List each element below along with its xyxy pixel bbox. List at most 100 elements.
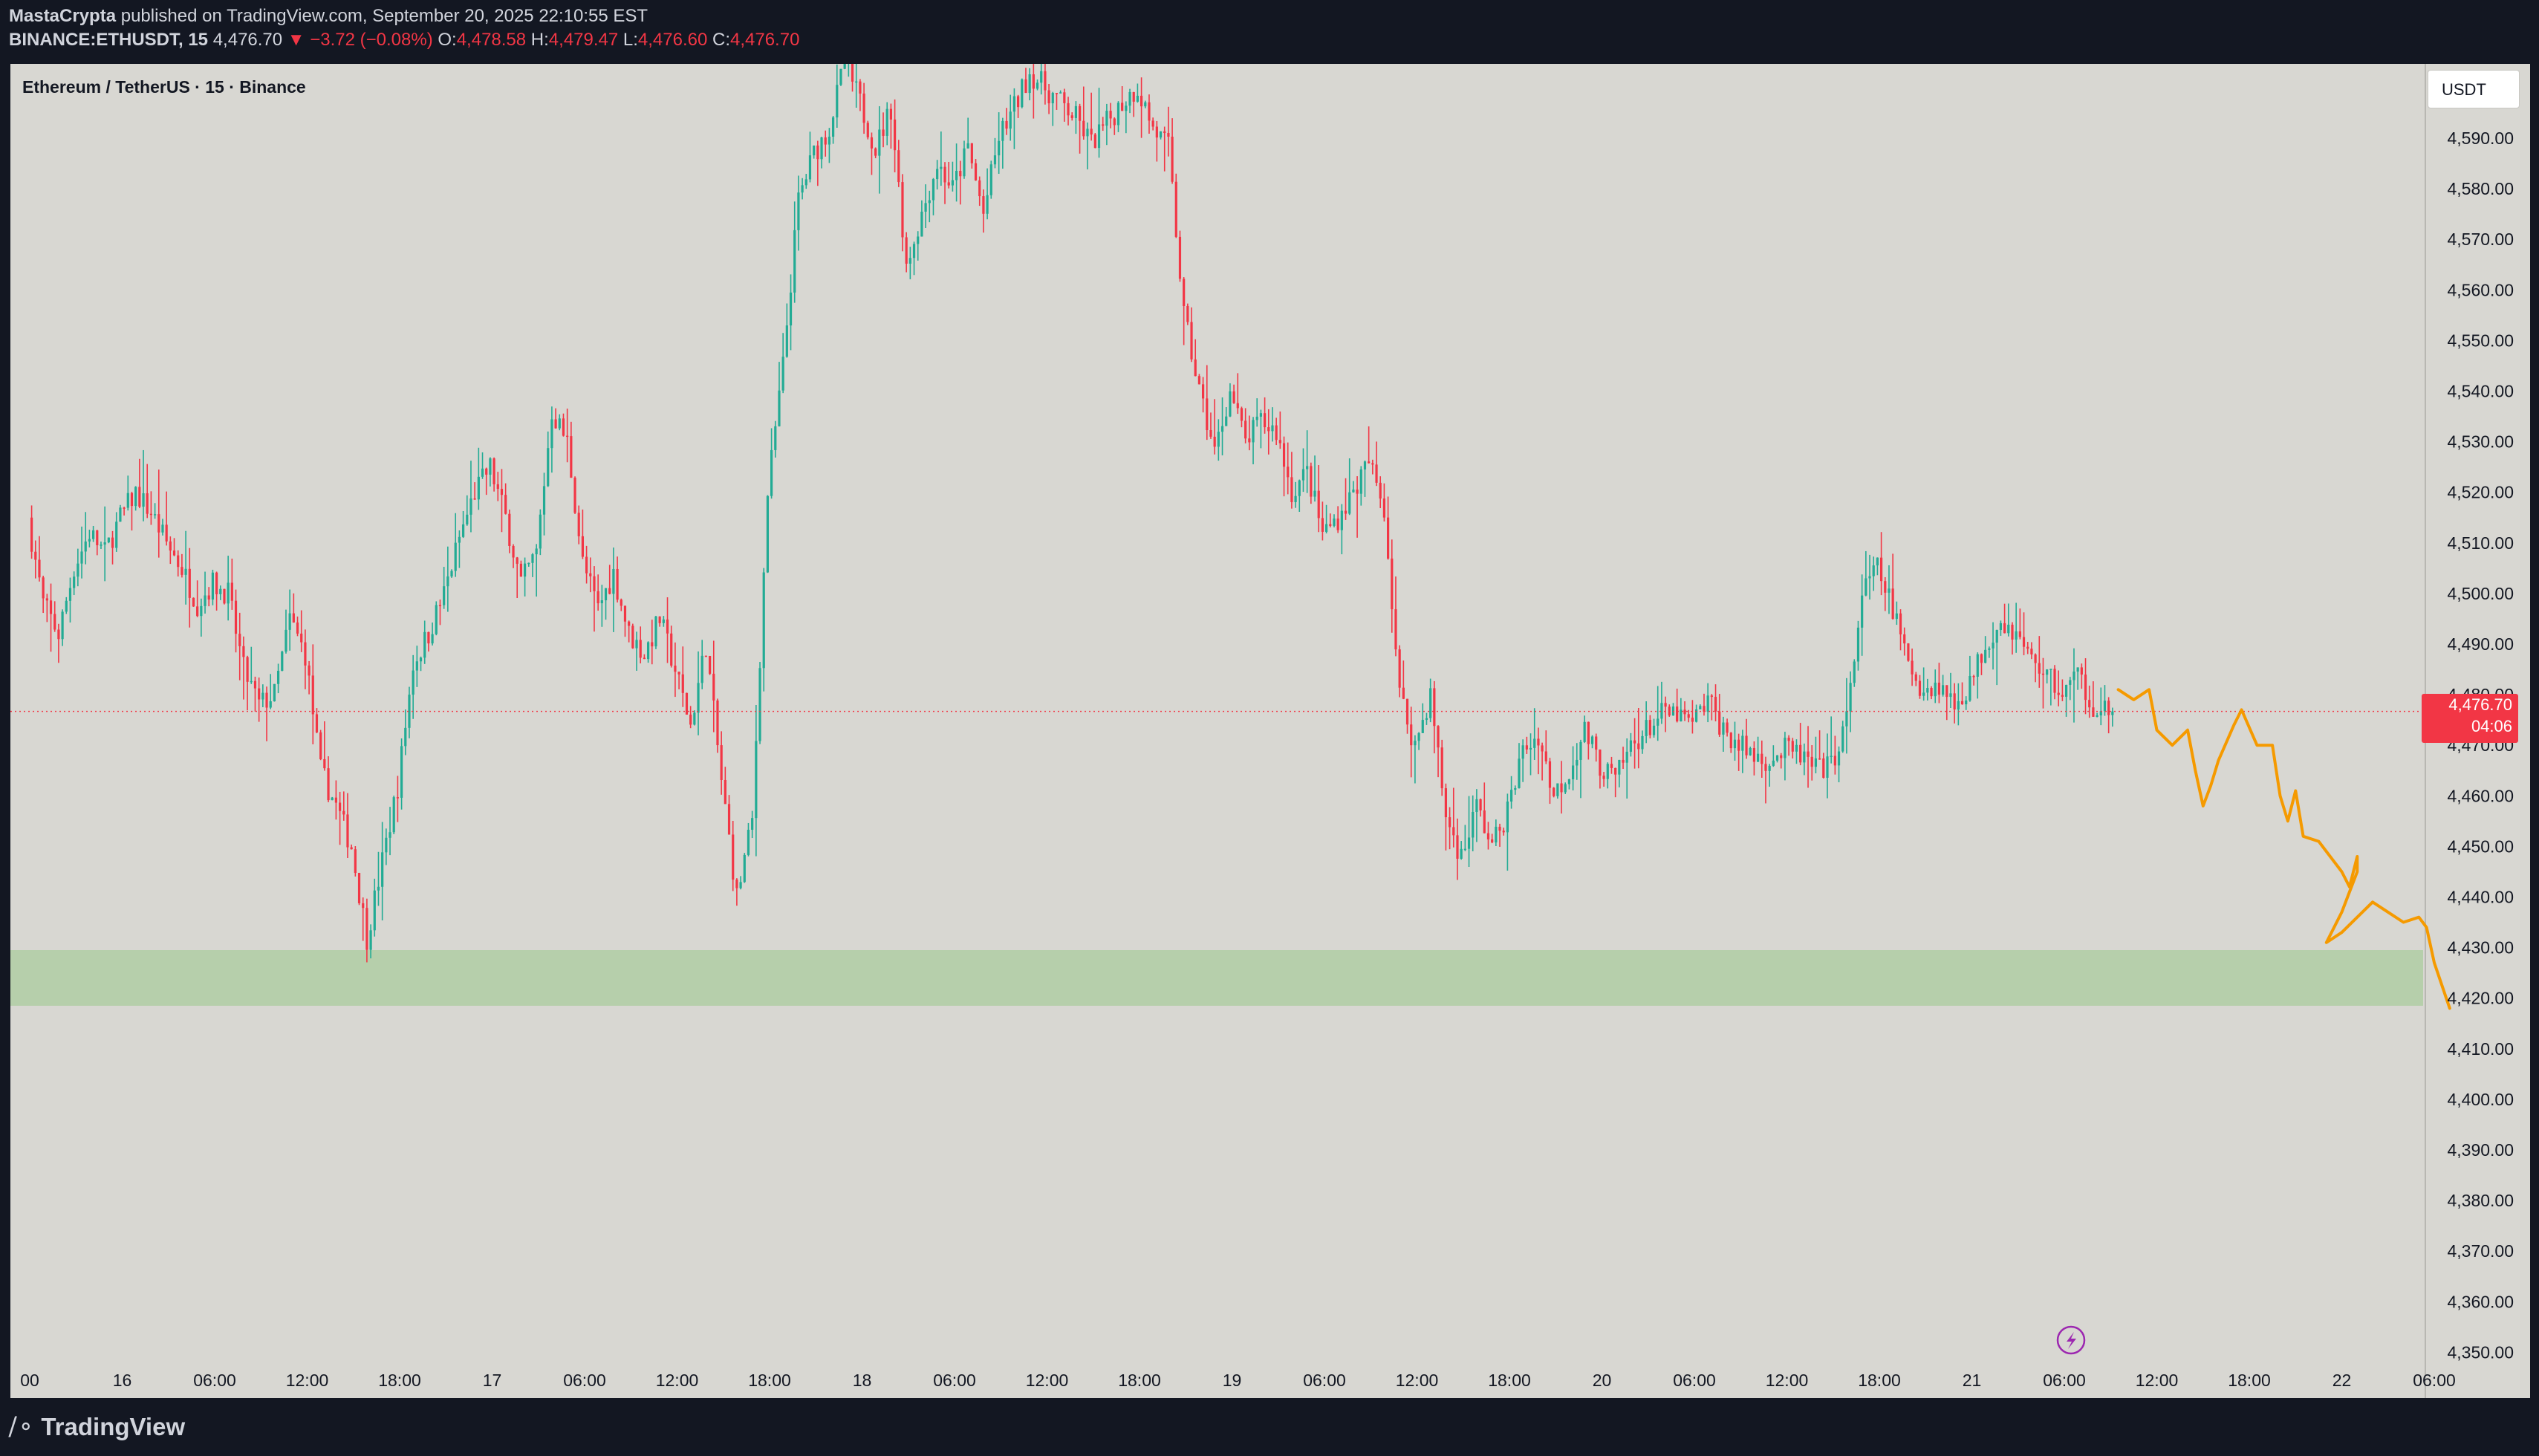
candle-body (1148, 102, 1151, 121)
candle-body (80, 551, 83, 564)
candle-body (1509, 790, 1513, 802)
author-name[interactable]: MastaCrypta (9, 6, 117, 26)
x-tick-label: 18:00 (1858, 1371, 1901, 1390)
candle-body (1888, 588, 1891, 593)
candle-body (123, 507, 126, 509)
candle-body (1248, 438, 1251, 443)
candle-body (539, 514, 542, 549)
candle-body (258, 688, 261, 700)
candle-body (755, 741, 758, 819)
candle-body (566, 435, 569, 438)
candle-body (2076, 667, 2079, 672)
candle-body (1352, 490, 1355, 493)
candle-body (1491, 839, 1494, 843)
candle-body (1680, 709, 1683, 722)
candle-body (1533, 738, 1536, 748)
lightning-icon[interactable] (2056, 1325, 2086, 1355)
candle-body (327, 768, 330, 801)
x-tick-label: 12:00 (1026, 1371, 1069, 1390)
candle-body (970, 143, 973, 163)
candle-body (2053, 669, 2056, 693)
candle-body (2007, 624, 2010, 634)
chart-title: Ethereum / TetherUS · 15 · Binance (22, 77, 306, 97)
candle-body (1795, 744, 1798, 752)
candle-body (288, 613, 291, 630)
candle-body (677, 672, 680, 675)
candle-body (1414, 741, 1417, 746)
candle-body (851, 64, 854, 82)
candle-body (651, 642, 654, 647)
candle-body (157, 514, 160, 533)
candle-body (1853, 661, 1856, 683)
candle-body (531, 554, 534, 563)
candle-body (681, 674, 684, 693)
candle-body (1687, 714, 1690, 718)
candle-body (616, 568, 619, 600)
candle-body (704, 655, 708, 657)
candle-body (2092, 707, 2095, 717)
y-tick-label: 4,380.00 (2447, 1191, 2514, 1210)
candle-body (697, 683, 700, 713)
candle-body (419, 657, 423, 662)
candle-body (628, 621, 631, 626)
candle-body (1206, 398, 1209, 431)
candle-body (1479, 799, 1482, 810)
x-tick-label: 12:00 (656, 1371, 699, 1390)
candle-body (562, 418, 565, 436)
candle-body (1429, 688, 1432, 718)
candle-body (1576, 759, 1579, 766)
candle-body (936, 169, 939, 180)
candle-body (1884, 581, 1887, 593)
candle-body (250, 680, 253, 683)
x-tick-label: 20 (1593, 1371, 1612, 1390)
candle-body (385, 837, 388, 853)
candle-body (1676, 706, 1679, 722)
candle-body (1472, 812, 1475, 838)
x-tick-label: 18:00 (378, 1371, 421, 1390)
candle-body (589, 573, 592, 576)
candle-body (1267, 427, 1270, 432)
candle-body (91, 530, 95, 539)
candle-body (1252, 420, 1255, 443)
x-tick-label: 16 (113, 1371, 132, 1390)
candle-body (1791, 741, 1794, 752)
candle-body (1868, 576, 1871, 579)
candle-body (885, 108, 888, 136)
candle-body (1440, 747, 1443, 789)
candle-body (778, 390, 781, 426)
candle-body (1807, 751, 1810, 757)
candle-body (1633, 740, 1636, 744)
candle-body (1992, 643, 1995, 649)
currency-button[interactable]: USDT (2428, 70, 2520, 108)
candle-body (1090, 129, 1093, 135)
candle-body (1726, 722, 1729, 733)
candle-body (2030, 649, 2033, 654)
high-label: H: (530, 30, 549, 50)
tradingview-logo[interactable]: ⧸⚬ TradingView (9, 1413, 185, 1441)
candle-body (966, 143, 969, 149)
candle-body (1541, 745, 1544, 752)
candle-body (1645, 720, 1648, 736)
candle-body (331, 797, 334, 801)
candle-body (908, 258, 911, 264)
candle-body (1903, 634, 1906, 644)
candle-body (1775, 755, 1779, 761)
x-tick-label: 06:00 (193, 1371, 236, 1390)
candle-body (1953, 693, 1956, 710)
candle-body (889, 108, 893, 120)
low-label: L: (622, 30, 638, 50)
candle-body (735, 880, 738, 888)
candle-body (1259, 413, 1263, 417)
candle-body (1856, 627, 1860, 662)
candle-body (1849, 683, 1852, 712)
candle-body (1764, 764, 1767, 771)
candle-body (1922, 692, 1925, 696)
candle-body (1745, 735, 1748, 755)
candle-body (103, 542, 106, 545)
open-value: 4,478.58 (456, 30, 527, 50)
chart-plot-area[interactable] (10, 64, 2425, 1398)
candle-body (338, 802, 342, 811)
candle-body (53, 614, 56, 630)
candle-body (365, 908, 368, 950)
